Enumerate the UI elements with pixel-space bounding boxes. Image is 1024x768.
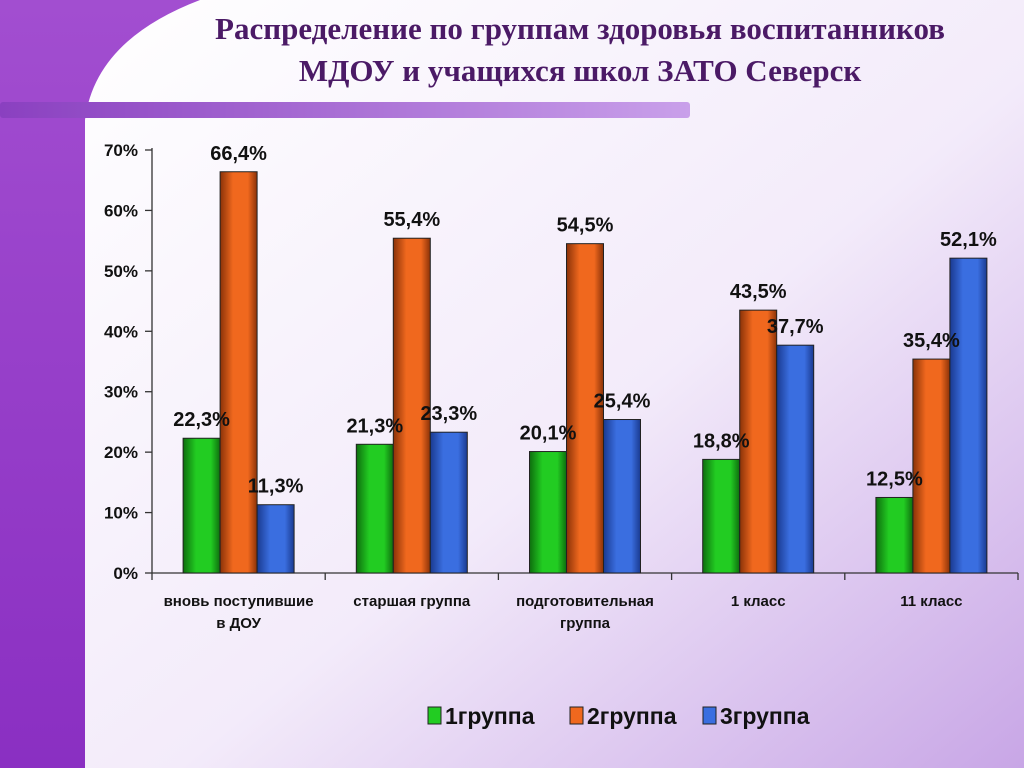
- y-tick-label: 60%: [104, 201, 138, 220]
- bar: [912, 358, 951, 574]
- x-category-label: подготовительная группа: [516, 593, 654, 632]
- bar: [355, 443, 394, 574]
- chart-data-labels: 22,3% 21,3% 20,1% 18,8% 12,5% 66,4% 55,4% 54,5%…: [173, 143, 997, 498]
- bar: [256, 504, 295, 574]
- bar: [702, 458, 741, 574]
- bar: [182, 437, 221, 574]
- data-label: 37,7%: [767, 316, 824, 338]
- y-tick-label: 70%: [104, 141, 138, 160]
- y-tick-label: 0%: [113, 564, 138, 583]
- bar: [529, 451, 567, 574]
- bar: [603, 419, 641, 574]
- data-label: 11,3%: [248, 476, 304, 498]
- bar: [392, 237, 431, 574]
- title-line-2: МДОУ и учащихся школ ЗАТО Северск: [298, 53, 862, 88]
- data-label: 43,5%: [730, 281, 787, 303]
- data-label: 66,4%: [210, 143, 267, 165]
- y-tick-label: 10%: [104, 504, 138, 523]
- bar: [566, 243, 604, 574]
- data-label: 55,4%: [383, 209, 440, 231]
- legend-label: 2группа: [587, 703, 677, 729]
- data-label: 25,4%: [594, 391, 651, 413]
- data-label: 20,1%: [520, 423, 577, 445]
- x-category-label: вновь поступившие в ДОУ: [164, 593, 314, 632]
- data-label: 23,3%: [420, 403, 477, 425]
- data-label: 35,4%: [903, 330, 960, 352]
- legend-swatch: [569, 706, 584, 725]
- y-tick-label: 30%: [104, 383, 138, 402]
- legend-swatch: [702, 706, 717, 725]
- legend-label: 1группа: [445, 703, 535, 729]
- bar: [219, 171, 258, 574]
- y-tick-label: 40%: [104, 322, 138, 341]
- bar: [776, 344, 815, 574]
- x-category-label: старшая группа: [353, 593, 471, 610]
- title-underline-bar: [0, 102, 690, 118]
- x-category-label: 1 класс: [731, 593, 786, 610]
- legend-swatch: [427, 706, 442, 725]
- data-label: 21,3%: [346, 415, 403, 437]
- data-label: 54,5%: [557, 215, 614, 237]
- title-line-1: Распределение по группам здоровья воспит…: [215, 11, 945, 46]
- bar: [949, 257, 988, 574]
- data-label: 52,1%: [940, 229, 997, 251]
- bar: [429, 431, 468, 574]
- x-category-label: 11 класс: [900, 593, 962, 610]
- slide-title: Распределение по группам здоровья воспит…: [150, 8, 1010, 92]
- legend-label: 3группа: [720, 703, 810, 729]
- data-label: 22,3%: [173, 409, 230, 431]
- y-tick-label: 20%: [104, 443, 138, 462]
- y-tick-label: 50%: [104, 262, 138, 281]
- data-label: 12,5%: [866, 468, 923, 490]
- bar: [739, 309, 778, 574]
- chart-legend: 1группа 2группа 3группа: [427, 703, 810, 729]
- chart-bars: [182, 171, 988, 574]
- data-label: 18,8%: [693, 430, 750, 452]
- bar: [875, 496, 914, 574]
